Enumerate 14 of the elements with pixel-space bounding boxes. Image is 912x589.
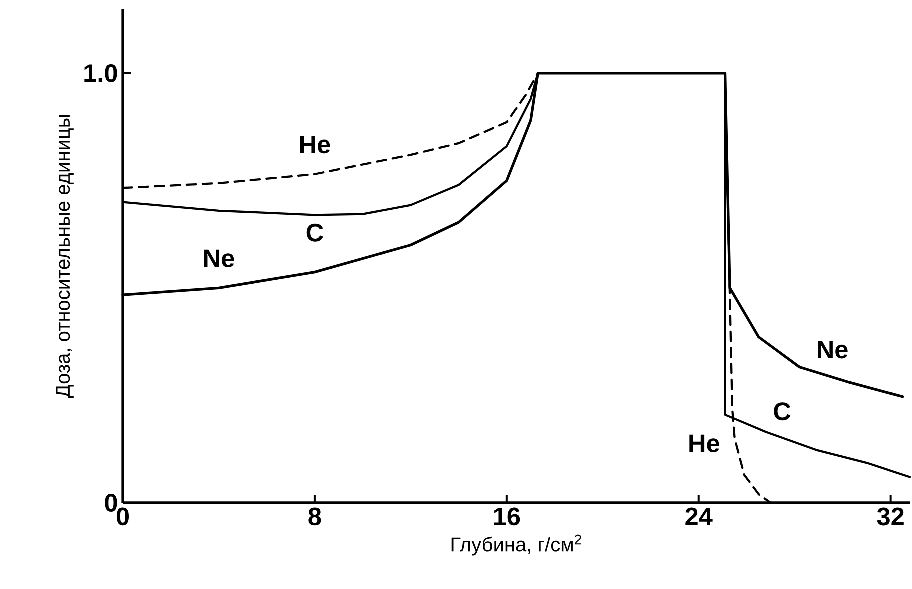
series-label: Ne xyxy=(204,250,234,268)
y-tick-label: 1.0 xyxy=(84,64,118,82)
annotation: He xyxy=(690,434,720,453)
y-axis-title: Доза, относительные единицы xyxy=(56,115,74,398)
x-tick-label: 32 xyxy=(877,508,904,526)
x-tick-label: 24 xyxy=(686,508,713,526)
x-tick-label: 8 xyxy=(308,508,322,526)
x-axis-title: Глубина, г/см$^{2}$ xyxy=(452,534,582,556)
series-label: He xyxy=(300,136,330,154)
annotation: C xyxy=(774,402,791,421)
x-tick-label: 0 xyxy=(116,508,130,526)
annotation: Ne xyxy=(818,341,848,359)
x-tick-label: 16 xyxy=(494,508,520,526)
series-label: C xyxy=(306,224,324,242)
